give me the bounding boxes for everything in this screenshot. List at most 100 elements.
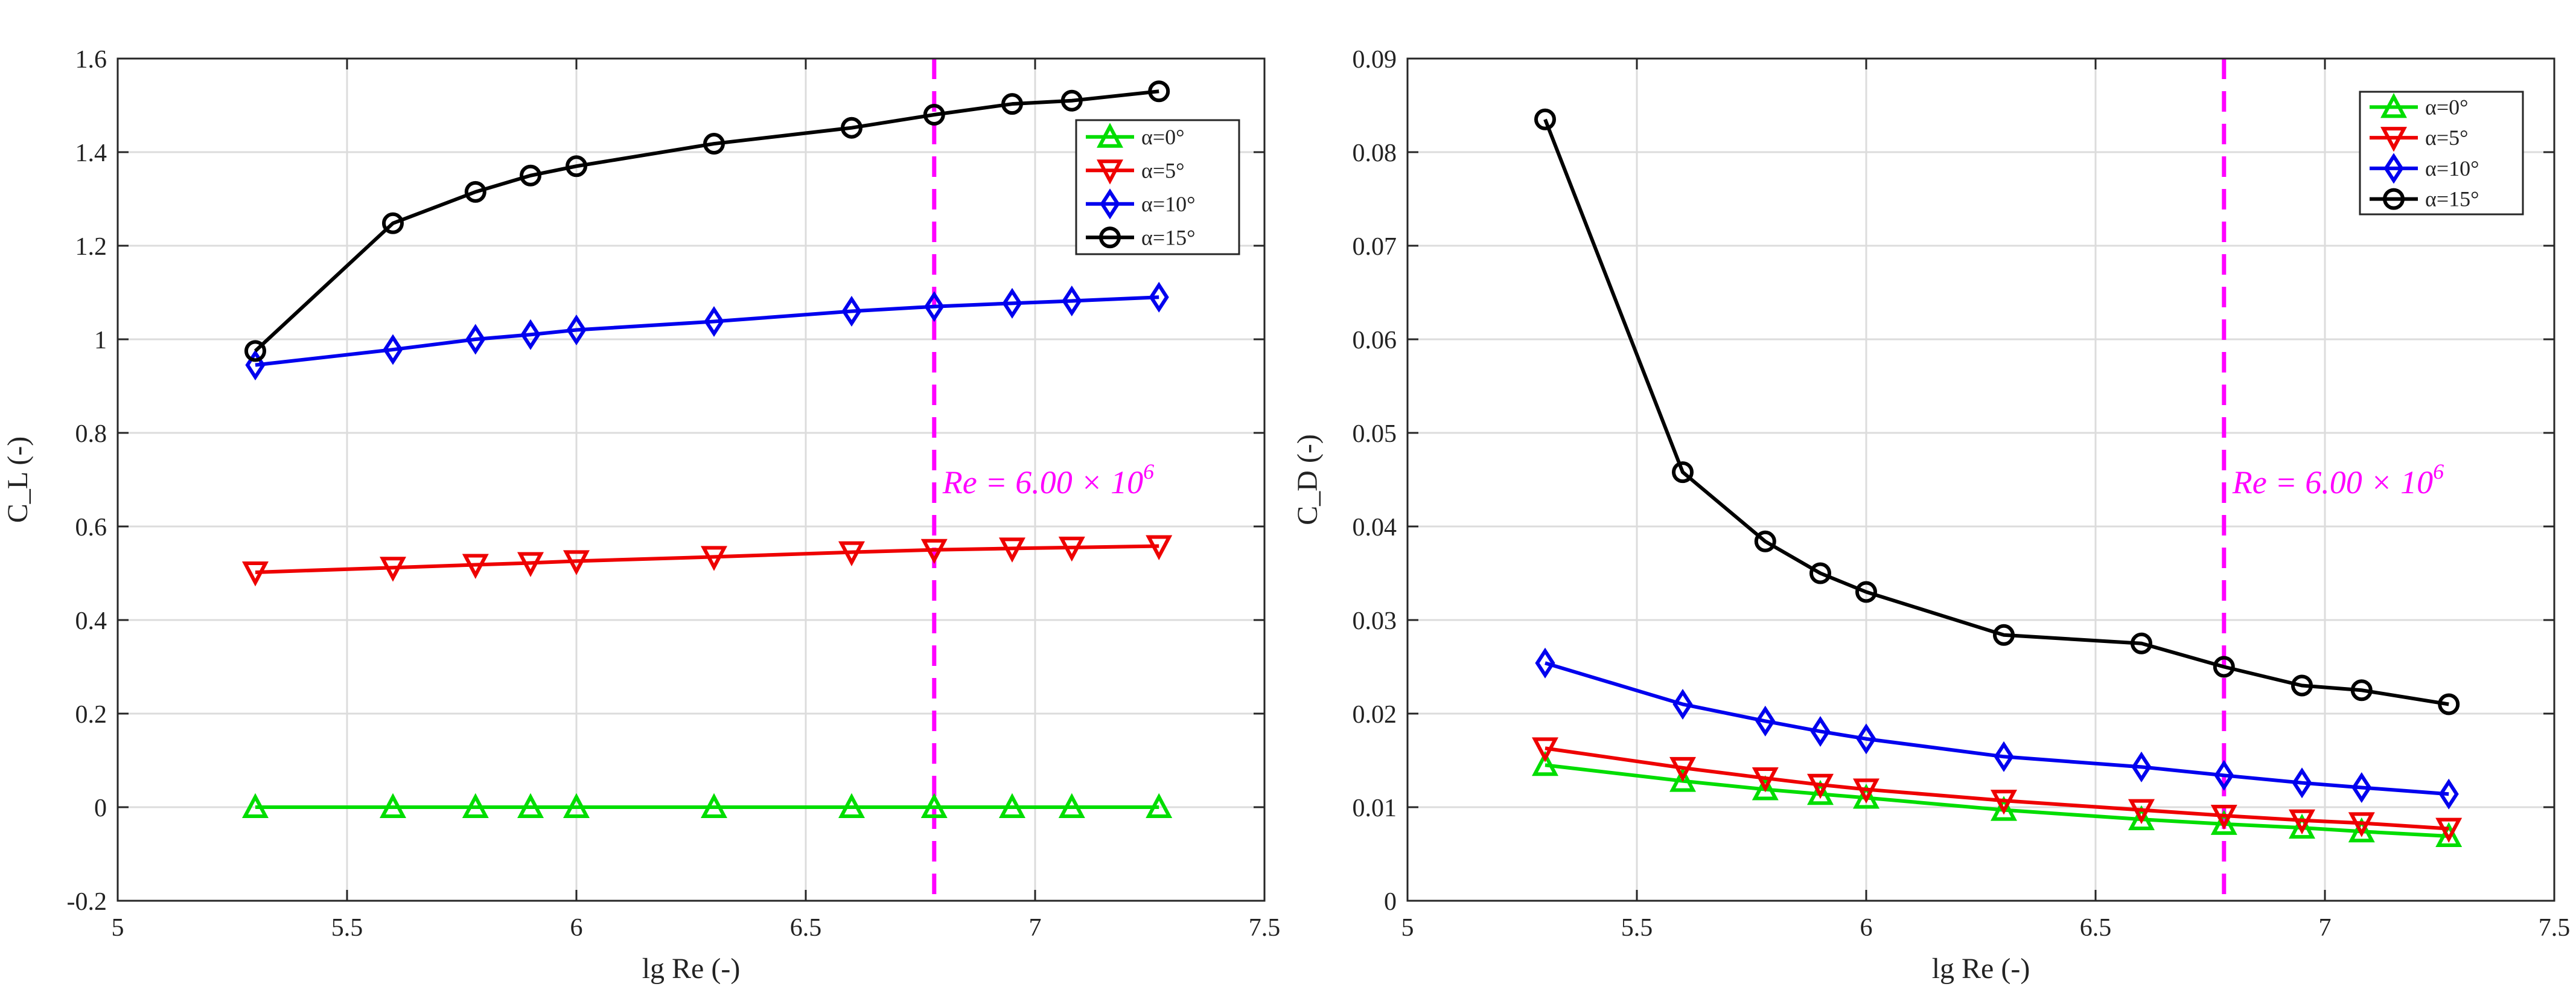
x-axis-label: lg Re (-) xyxy=(1932,953,2030,985)
x-tick-label: 7.5 xyxy=(1249,914,1281,942)
data-point-series-3 xyxy=(923,104,945,126)
reynolds-annotation-exponent: 6 xyxy=(2433,459,2444,484)
data-point-series-1 xyxy=(2289,809,2315,835)
y-axis-label: C_D (-) xyxy=(1292,434,1324,525)
y-tick-label: 0.01 xyxy=(1353,795,1397,822)
data-point-series-0 xyxy=(517,793,544,818)
legend-label: α=0° xyxy=(1141,125,1185,149)
reynolds-annotation-main: Re = 6.00 × 10 xyxy=(942,464,1143,500)
data-point-series-0 xyxy=(838,793,865,818)
y-tick-label: 0.05 xyxy=(1353,420,1397,448)
data-point-series-1 xyxy=(838,541,865,567)
data-point-series-0 xyxy=(1669,767,1696,792)
legend-label: α=10° xyxy=(1141,192,1196,216)
data-point-series-1 xyxy=(2128,799,2155,825)
data-point-series-3 xyxy=(566,155,587,177)
data-point-series-2 xyxy=(704,306,724,337)
data-point-series-1 xyxy=(563,550,590,575)
series-line-2 xyxy=(255,295,1159,367)
data-point-series-2 xyxy=(1810,715,1831,747)
legend-marker-1 xyxy=(1097,159,1123,185)
data-point-series-2 xyxy=(566,314,587,346)
y-tick-label: 0.4 xyxy=(75,607,107,635)
data-point-series-2 xyxy=(1856,723,1876,755)
data-point-series-2 xyxy=(1002,287,1022,319)
y-tick-label: 1.4 xyxy=(75,139,107,167)
reynolds-annotation-main: Re = 6.00 × 10 xyxy=(2232,464,2433,500)
series-line-2 xyxy=(1545,661,2449,796)
data-point-series-3 xyxy=(520,164,541,187)
legend-label: α=15° xyxy=(2425,187,2479,211)
data-point-series-0 xyxy=(2128,805,2155,831)
data-point-series-3 xyxy=(1148,80,1170,103)
legend-label: α=5° xyxy=(2425,126,2469,150)
data-point-series-0 xyxy=(2348,817,2375,843)
data-point-series-1 xyxy=(701,546,727,571)
data-point-series-2 xyxy=(520,319,541,350)
data-point-series-2 xyxy=(2438,778,2459,810)
data-point-series-1 xyxy=(1807,773,1834,799)
y-tick-label: 0 xyxy=(1384,888,1397,916)
data-point-series-1 xyxy=(1058,536,1085,562)
data-point-series-0 xyxy=(2210,810,2237,835)
data-point-series-2 xyxy=(2351,772,2372,803)
data-point-series-0 xyxy=(242,793,269,818)
x-tick-label: 6.5 xyxy=(790,914,822,942)
axes-frame xyxy=(1406,57,2555,902)
y-tick-label: -0.2 xyxy=(67,888,107,916)
series-line-3 xyxy=(253,89,1159,353)
reynolds-annotation: Re = 6.00 × 106 xyxy=(942,459,1154,500)
data-point-series-3 xyxy=(2438,693,2460,715)
left-chart-panel: 5 5.5 6 6.5 7 7.5 -0.2 0 0.2 0.4 0.6 0.8 1 1.2 1.4 1.6 R… xyxy=(2,46,1280,985)
data-point-series-3 xyxy=(2131,632,2152,654)
data-point-series-0 xyxy=(2289,813,2315,839)
legend-label: α=5° xyxy=(1141,158,1185,182)
data-point-series-3 xyxy=(703,133,725,155)
data-point-series-0 xyxy=(920,793,948,818)
data-point-series-1 xyxy=(1991,790,2017,815)
data-point-series-3 xyxy=(2213,656,2235,678)
x-tick-label: 6 xyxy=(570,914,583,942)
y-tick-label: 0.09 xyxy=(1353,46,1397,74)
data-point-series-0 xyxy=(380,793,406,818)
data-point-series-3 xyxy=(1001,93,1023,115)
data-point-series-0 xyxy=(1853,784,1879,809)
data-point-series-0 xyxy=(1807,779,1834,805)
legend-marker-2 xyxy=(2383,153,2404,184)
series-line-1 xyxy=(255,544,1159,574)
legend-marker-0 xyxy=(2380,92,2407,118)
data-point-series-2 xyxy=(2214,759,2234,791)
data-point-series-3 xyxy=(1754,530,1776,552)
legend-label: α=0° xyxy=(2425,95,2469,119)
data-point-series-3 xyxy=(1060,89,1083,112)
data-point-series-2 xyxy=(2292,767,2312,799)
legend-marker-3 xyxy=(2383,188,2405,210)
y-tick-label: 0.08 xyxy=(1353,139,1397,167)
data-point-series-2 xyxy=(1149,281,1169,313)
data-point-series-2 xyxy=(1994,741,2014,772)
data-point-series-1 xyxy=(1532,737,1558,763)
data-point-series-2 xyxy=(1755,705,1776,737)
data-point-series-3 xyxy=(464,181,486,203)
data-point-series-1 xyxy=(2435,817,2463,843)
y-tick-label: 0.6 xyxy=(75,514,107,542)
data-point-series-2 xyxy=(924,291,945,322)
x-tick-label: 5.5 xyxy=(331,914,363,942)
legend-label: α=10° xyxy=(2425,156,2479,181)
data-point-series-0 xyxy=(462,793,489,818)
y-tick-label: 0.2 xyxy=(75,701,107,729)
data-point-series-3 xyxy=(1672,461,1694,484)
data-point-series-0 xyxy=(701,793,727,818)
data-point-series-1 xyxy=(242,561,269,587)
data-point-series-1 xyxy=(1146,535,1173,560)
legend-marker-1 xyxy=(2380,127,2407,152)
y-tick-label: 1.2 xyxy=(75,233,107,261)
data-point-series-0 xyxy=(1752,775,1779,801)
data-point-series-1 xyxy=(999,537,1025,563)
legend-label: α=15° xyxy=(1141,225,1196,249)
data-point-series-3 xyxy=(382,212,404,234)
legend: α=0° α=5° α=10° α=15° xyxy=(1075,119,1240,255)
y-tick-label: 0.03 xyxy=(1353,607,1397,635)
x-tick-label: 5.5 xyxy=(1621,914,1653,942)
